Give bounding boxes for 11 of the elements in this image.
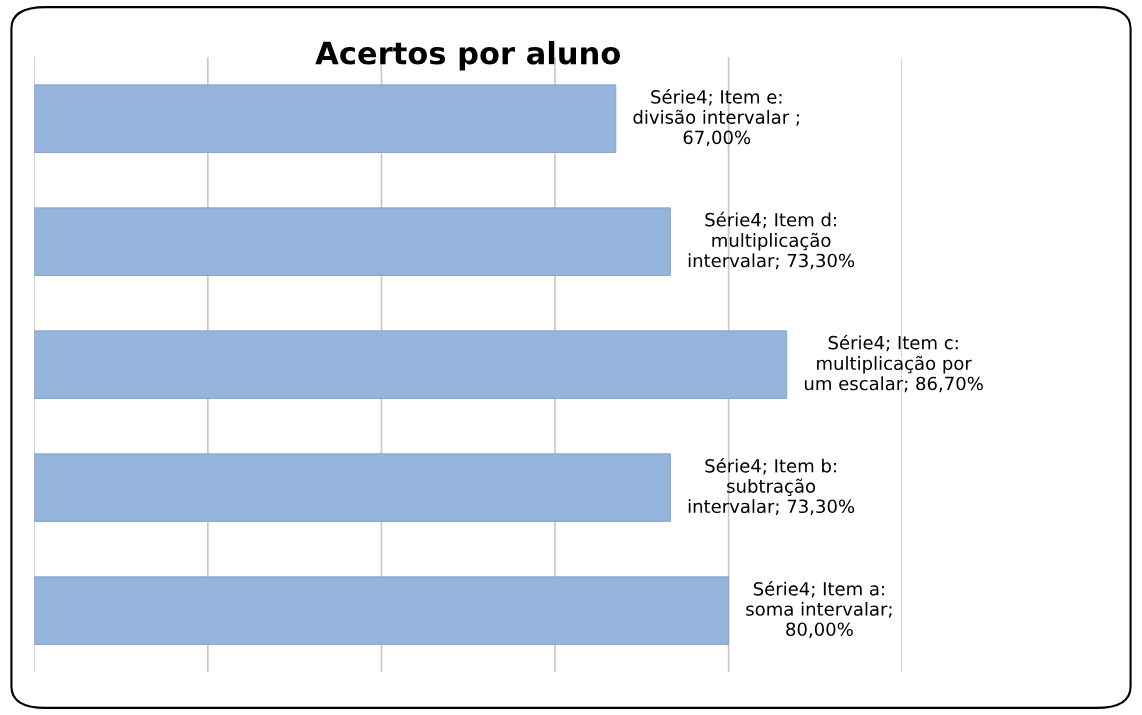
data-label: Série4; Item d: multiplicação intervalar; 73,30%	[688, 211, 855, 270]
data-label: Série4; Item a: soma intervalar; 80,00%	[746, 580, 892, 638]
data-label: Série4; Item c: multiplicação por um escalar; 86,70%	[804, 334, 983, 393]
data-label: Série4; Item b: subtração intervalar; 73,30%	[688, 457, 855, 515]
bar	[34, 84, 617, 153]
bar	[34, 453, 671, 522]
bar	[34, 207, 671, 276]
data-label: Série4; Item e: divisão intervalar ; 67,00%	[633, 89, 799, 146]
chart-title: Acertos por aluno	[315, 40, 620, 71]
bar	[34, 330, 788, 399]
bar	[34, 576, 730, 645]
